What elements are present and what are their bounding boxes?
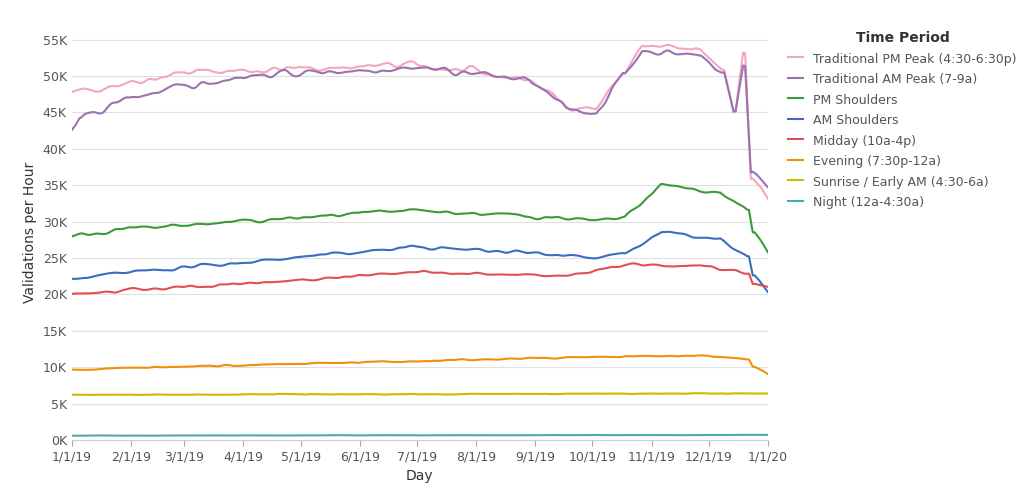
Line: AM Shoulders: AM Shoulders bbox=[72, 232, 768, 292]
Line: Traditional AM Peak (7-9a): Traditional AM Peak (7-9a) bbox=[72, 50, 768, 188]
Line: PM Shoulders: PM Shoulders bbox=[72, 184, 768, 252]
Line: Traditional PM Peak (4:30-6:30p): Traditional PM Peak (4:30-6:30p) bbox=[72, 45, 768, 199]
Line: Midday (10a-4p): Midday (10a-4p) bbox=[72, 264, 768, 294]
Y-axis label: Validations per Hour: Validations per Hour bbox=[24, 162, 37, 303]
X-axis label: Day: Day bbox=[407, 469, 433, 483]
Line: Evening (7:30p-12a): Evening (7:30p-12a) bbox=[72, 356, 768, 374]
Legend: Traditional PM Peak (4:30-6:30p), Traditional AM Peak (7-9a), PM Shoulders, AM S: Traditional PM Peak (4:30-6:30p), Tradit… bbox=[788, 31, 1017, 209]
Line: Sunrise / Early AM (4:30-6a): Sunrise / Early AM (4:30-6a) bbox=[72, 393, 768, 395]
Line: Night (12a-4:30a): Night (12a-4:30a) bbox=[72, 435, 768, 436]
